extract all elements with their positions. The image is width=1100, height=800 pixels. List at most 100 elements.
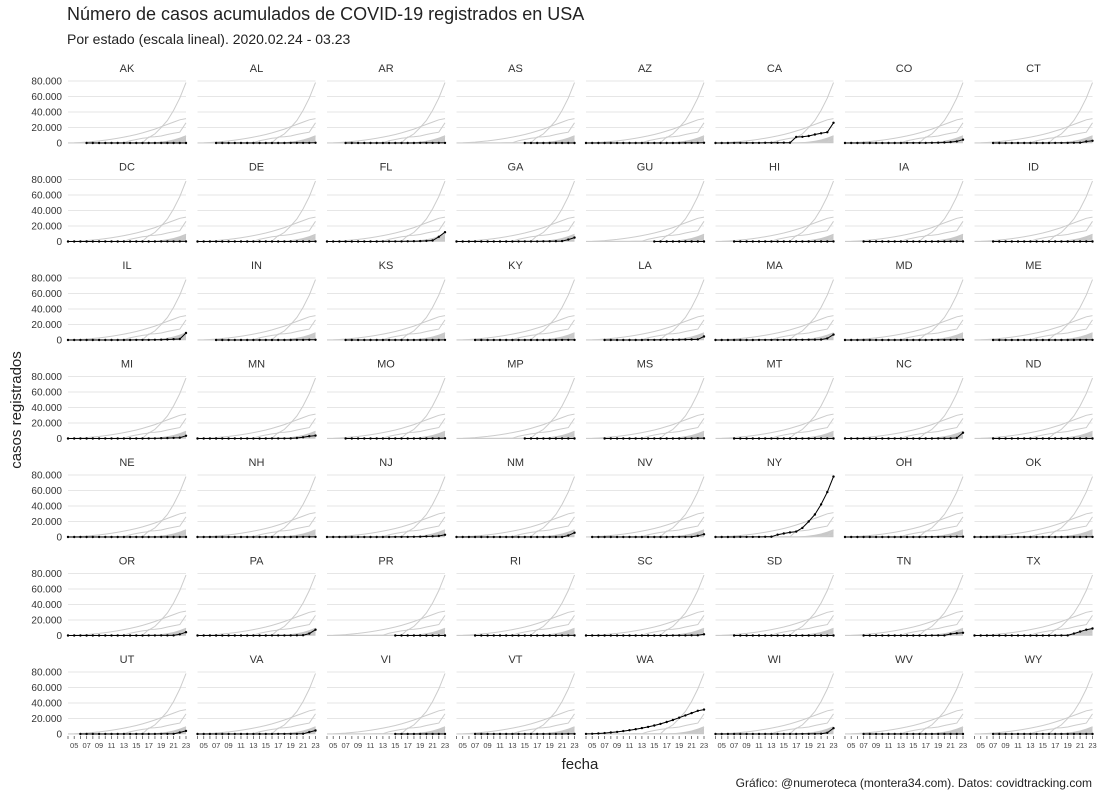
data-point xyxy=(690,437,693,440)
panel-mp: MP xyxy=(456,359,576,440)
data-point xyxy=(252,437,255,440)
panel-dc: DC 0 20.000 40.000 60.000 80.000 xyxy=(31,162,188,248)
data-point xyxy=(874,634,878,637)
data-point xyxy=(270,437,274,440)
background-line-wa xyxy=(844,216,964,242)
data-point xyxy=(97,535,101,539)
data-point xyxy=(523,437,526,440)
panel-co: CO xyxy=(843,63,965,145)
y-tick-label: 80.000 xyxy=(31,668,62,679)
x-tick-label: 05 xyxy=(459,741,467,750)
data-point xyxy=(498,240,502,243)
data-point xyxy=(208,732,212,736)
x-tick-label: 13 xyxy=(120,741,128,750)
facet-panels: AK 0 20.000 40.000 60.000 80.000 AL AR AS AZ CA CO C… xyxy=(31,63,1096,750)
data-point xyxy=(862,240,865,243)
data-point xyxy=(732,338,736,342)
panel-or: OR 0 20.000 40.000 60.000 80.000 xyxy=(31,556,188,642)
data-point xyxy=(597,535,600,539)
background-line-wa xyxy=(197,610,316,636)
panel-label: DC xyxy=(119,162,135,174)
data-point xyxy=(1022,732,1026,736)
data-point xyxy=(739,732,742,736)
data-point xyxy=(684,240,687,243)
data-point xyxy=(394,141,397,145)
data-point xyxy=(1085,240,1088,243)
data-point xyxy=(147,437,150,440)
data-point xyxy=(473,535,477,539)
y-tick-label: 40.000 xyxy=(31,403,62,414)
data-point xyxy=(868,141,871,145)
data-point xyxy=(122,141,126,145)
data-point xyxy=(381,338,385,342)
data-point xyxy=(757,338,761,342)
data-point xyxy=(425,141,428,145)
data-point xyxy=(431,239,434,242)
data-point xyxy=(480,240,483,243)
data-point xyxy=(221,732,224,736)
panel-vt: VT 05 07 09 11 13 15 17 19 21 23 xyxy=(456,654,579,750)
panel-gu: GU xyxy=(585,162,706,243)
data-point xyxy=(239,535,243,539)
background-line-ca xyxy=(327,516,446,538)
panel-mi: MI 0 20.000 40.000 60.000 80.000 xyxy=(31,359,188,445)
data-point xyxy=(801,437,804,440)
data-point xyxy=(529,240,533,243)
data-point xyxy=(91,634,95,637)
x-tick-label: 11 xyxy=(1014,741,1022,750)
data-point xyxy=(646,141,650,145)
y-tick-label: 60.000 xyxy=(31,191,62,202)
data-point xyxy=(141,141,144,145)
panel-ky: KY xyxy=(456,260,576,342)
data-point xyxy=(128,141,132,145)
data-point xyxy=(295,141,299,145)
data-point xyxy=(628,535,631,539)
data-point xyxy=(782,732,785,736)
data-point xyxy=(665,338,668,341)
data-point xyxy=(819,437,823,440)
data-point xyxy=(425,535,428,538)
data-point xyxy=(135,240,138,243)
data-point xyxy=(702,437,706,440)
data-point xyxy=(412,141,416,145)
data-point xyxy=(301,535,305,539)
data-point xyxy=(227,437,230,440)
data-point xyxy=(899,634,903,637)
y-tick-label: 0 xyxy=(56,139,62,150)
data-point xyxy=(671,141,675,145)
data-point xyxy=(363,240,366,243)
data-point xyxy=(480,732,483,736)
background-line-wa xyxy=(197,413,316,439)
data-point xyxy=(751,437,754,440)
data-point xyxy=(862,437,865,440)
data-point xyxy=(394,338,397,342)
background-line-ca xyxy=(68,122,187,144)
panel-label: AZ xyxy=(638,63,652,75)
data-point xyxy=(955,732,958,736)
data-point xyxy=(757,437,761,440)
data-point xyxy=(381,437,385,440)
data-point xyxy=(85,338,88,342)
data-point xyxy=(116,437,119,440)
data-point xyxy=(881,240,884,243)
background-line-wa xyxy=(974,216,1093,242)
data-point xyxy=(1091,338,1094,342)
data-point xyxy=(233,634,236,637)
data-point xyxy=(678,437,681,440)
panel-ut: UT 0 20.000 40.000 60.000 80.000 05 07 09 11 13 15 1… xyxy=(31,654,190,750)
data-point xyxy=(258,240,261,243)
data-point xyxy=(283,141,286,145)
data-point xyxy=(492,732,495,736)
data-point xyxy=(646,437,650,440)
data-point xyxy=(295,732,299,736)
data-point xyxy=(943,240,946,243)
x-tick-label: 15 xyxy=(909,741,917,750)
background-line-ca xyxy=(715,615,834,636)
background-line-ca xyxy=(197,122,316,144)
data-point xyxy=(116,141,119,145)
data-point xyxy=(239,732,243,736)
data-point xyxy=(295,338,299,342)
data-point xyxy=(560,338,564,342)
data-point xyxy=(603,437,606,440)
data-point xyxy=(128,338,132,342)
